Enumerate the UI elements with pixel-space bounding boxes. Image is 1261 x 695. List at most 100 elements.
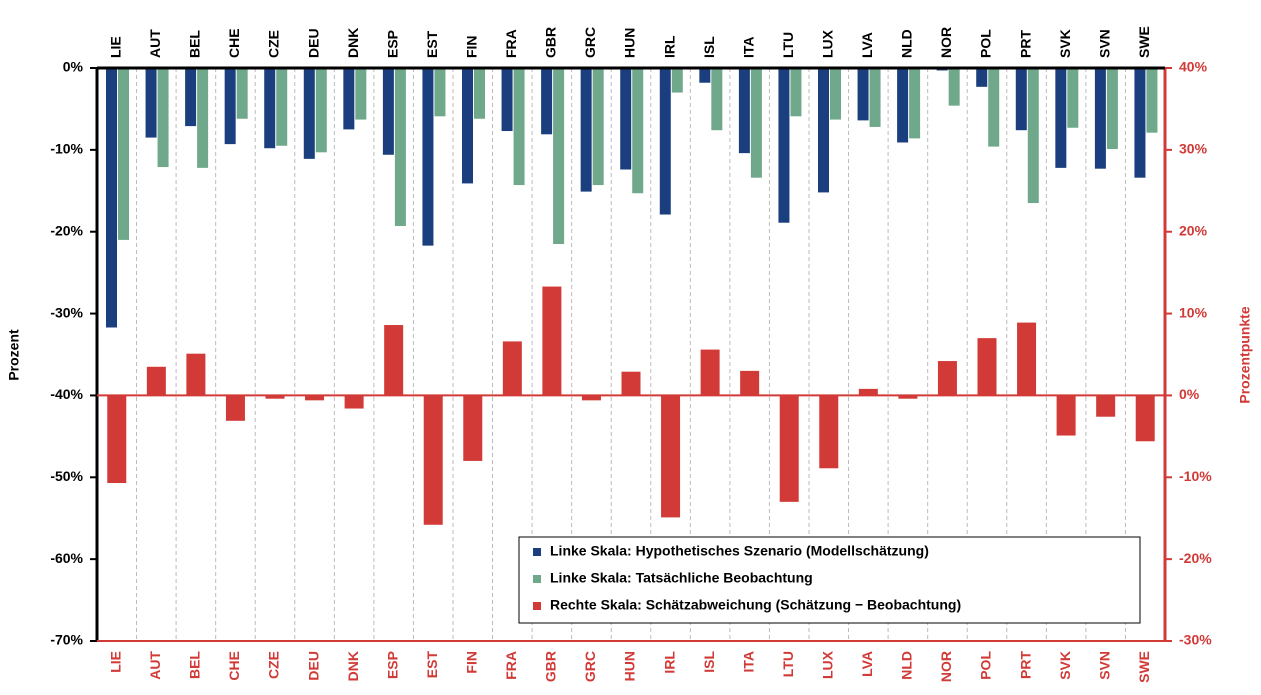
bar <box>394 68 406 226</box>
bar <box>157 68 169 168</box>
x-tick-label-bottom: POL <box>978 651 994 680</box>
bar <box>779 395 799 502</box>
x-tick-label-top: DNK <box>345 28 361 58</box>
x-tick-label-top: ESP <box>384 30 400 58</box>
y2-axis-title: Prozentpunkte <box>1237 306 1253 403</box>
bar <box>1056 395 1076 436</box>
x-tick-label-bottom: NLD <box>899 651 915 680</box>
bar <box>224 68 236 145</box>
x-tick-label-top: DEU <box>305 28 321 58</box>
x-tick-label-top: HUN <box>622 28 638 58</box>
x-tick-label-top: AUT <box>147 29 163 58</box>
bar <box>659 68 671 215</box>
bar <box>315 68 327 153</box>
x-tick-label-bottom: IRL <box>661 651 677 674</box>
y2-tick-label: -30% <box>1179 632 1212 648</box>
x-tick-label-bottom: LTU <box>780 651 796 677</box>
bar <box>185 68 197 127</box>
y-tick-label: -20% <box>50 222 83 238</box>
x-tick-label-top: FIN <box>463 35 479 58</box>
bar <box>948 68 960 106</box>
bar <box>106 68 117 328</box>
bar <box>1096 395 1116 417</box>
bar <box>434 68 446 117</box>
bar <box>422 68 434 246</box>
x-tick-label-top: SWE <box>1136 26 1152 58</box>
y2-tick-label: -10% <box>1179 468 1212 484</box>
bar <box>621 371 641 396</box>
x-tick-label-top: BEL <box>187 30 203 58</box>
bar <box>699 68 711 83</box>
bar <box>305 395 325 401</box>
legend-label: Linke Skala: Tatsächliche Beobachtung <box>550 570 813 586</box>
bar <box>857 68 869 121</box>
x-tick-label-bottom: SVN <box>1096 651 1112 680</box>
bar <box>474 68 485 119</box>
x-tick-label-top: SVK <box>1057 29 1073 58</box>
bar <box>384 325 404 396</box>
bar <box>423 395 443 525</box>
bar <box>118 68 129 240</box>
y2-tick-label: 0% <box>1179 386 1200 402</box>
y-tick-label: -40% <box>50 386 83 402</box>
x-tick-label-bottom: GRC <box>582 651 598 682</box>
bar <box>264 68 276 149</box>
x-tick-label-top: IRL <box>661 35 677 58</box>
legend-swatch <box>533 548 541 556</box>
x-tick-label-bottom: LIE <box>107 651 123 673</box>
bar <box>303 68 315 159</box>
x-tick-label-bottom: SWE <box>1136 651 1152 683</box>
x-tick-label-bottom: DNK <box>345 651 361 681</box>
bar <box>778 68 790 223</box>
bar <box>344 395 364 409</box>
bar <box>620 68 632 170</box>
x-tick-label-top: PRT <box>1017 30 1033 58</box>
x-tick-label-bottom: FRA <box>503 651 519 680</box>
bar <box>276 68 288 146</box>
y2-tick-label: 40% <box>1179 59 1208 75</box>
bar <box>542 286 562 396</box>
y2-tick-label: -20% <box>1179 550 1212 566</box>
y2-tick-label: 30% <box>1179 141 1208 157</box>
legend-label: Rechte Skala: Schätzabweichung (Schätzun… <box>550 597 961 613</box>
bar <box>382 68 394 155</box>
y-tick-label: -10% <box>50 141 83 157</box>
bar <box>501 68 513 132</box>
bar <box>1135 395 1155 442</box>
bar <box>553 68 565 244</box>
bar <box>236 68 248 119</box>
x-tick-label-bottom: FIN <box>463 651 479 674</box>
legend-box <box>518 536 1141 624</box>
bar <box>700 349 720 396</box>
legend-swatch <box>533 575 541 583</box>
bar <box>909 68 921 139</box>
y-tick-label: 0% <box>63 59 84 75</box>
y-tick-label: -30% <box>50 304 83 320</box>
x-tick-label-bottom: NOR <box>938 651 954 682</box>
bar <box>661 395 681 518</box>
x-tick-label-top: LUX <box>819 29 835 58</box>
bar <box>858 388 878 396</box>
bar <box>738 68 750 154</box>
x-tick-label-bottom: LUX <box>819 650 835 679</box>
bar <box>463 395 483 461</box>
y2-tick-label: 20% <box>1179 222 1208 238</box>
bar <box>107 395 127 484</box>
x-tick-label-top: GBR <box>543 27 559 58</box>
legend-label: Linke Skala: Hypothetisches Szenario (Mo… <box>550 543 929 559</box>
x-tick-label-top: FRA <box>503 29 519 58</box>
x-tick-label-bottom: AUT <box>147 651 163 680</box>
bar <box>1106 68 1118 150</box>
bar <box>937 361 957 396</box>
y-tick-label: -50% <box>50 468 83 484</box>
bar <box>146 366 166 396</box>
x-tick-label-top: SVN <box>1096 29 1112 58</box>
bar <box>265 395 285 399</box>
bar <box>1067 68 1079 128</box>
x-tick-label-bottom: ESP <box>384 651 400 679</box>
bar <box>750 68 762 178</box>
x-tick-label-bottom: ISL <box>701 651 717 673</box>
bar <box>186 353 206 396</box>
y-tick-label: -60% <box>50 550 83 566</box>
